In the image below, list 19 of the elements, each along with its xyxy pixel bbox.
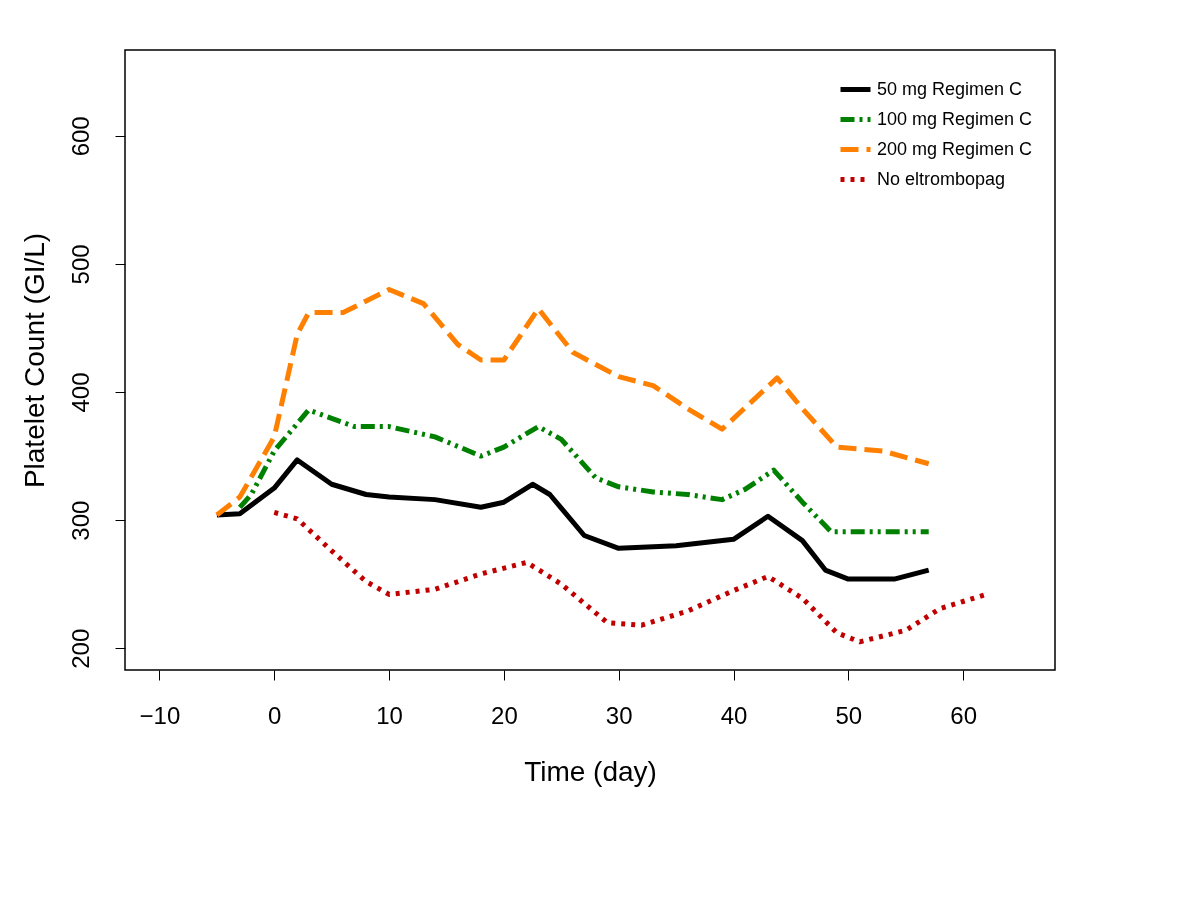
x-tick-label: 50 xyxy=(835,701,863,729)
y-tick-label: 600 xyxy=(66,116,94,157)
x-axis-title: Time (day) xyxy=(524,755,657,787)
legend-label: 100 mg Regimen C xyxy=(877,108,1033,129)
x-tick-label: 0 xyxy=(268,701,282,729)
x-tick-label: 20 xyxy=(491,701,518,729)
x-tick-label: 30 xyxy=(605,701,633,729)
x-tick-label: 10 xyxy=(376,701,403,729)
legend-label: 50 mg Regimen C xyxy=(877,78,1023,99)
x-tick-label: 60 xyxy=(950,701,977,729)
y-tick-label: 200 xyxy=(66,628,94,669)
x-tick-label: 40 xyxy=(720,701,748,729)
y-tick-label: 300 xyxy=(66,500,94,541)
x-tick-label: −10 xyxy=(139,701,181,729)
legend-label: 200 mg Regimen C xyxy=(877,138,1033,159)
legend-label: No eltrombopag xyxy=(877,168,1006,189)
y-axis-title: Platelet Count (GI/L) xyxy=(18,232,50,489)
y-tick-label: 500 xyxy=(66,244,94,285)
y-tick-label: 400 xyxy=(66,372,94,413)
